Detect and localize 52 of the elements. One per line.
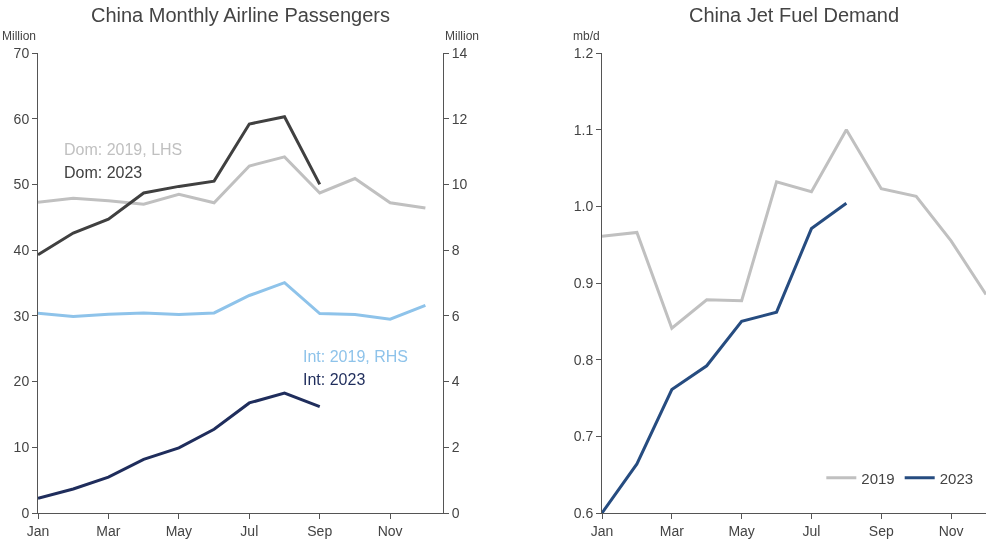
y-tick-label: 1.1 xyxy=(573,121,594,138)
y-tick-label: 50 xyxy=(13,176,30,193)
y-tick-label: 0.7 xyxy=(573,428,594,445)
y-tick-label: 20 xyxy=(13,373,30,390)
y-tick-label: 0.6 xyxy=(573,504,594,521)
y-tick-label: 60 xyxy=(13,110,30,127)
y2-axis-title: Million xyxy=(445,29,480,43)
y2-tick-label: 14 xyxy=(451,44,468,61)
y-tick-label: 0.8 xyxy=(573,351,594,368)
x-tick-label: Jan xyxy=(590,522,614,539)
x-tick-label: Jul xyxy=(802,522,821,539)
series-label: Dom: 2023 xyxy=(64,164,143,181)
y2-tick-label: 2 xyxy=(451,439,460,456)
x-tick-label: May xyxy=(165,522,193,539)
x-tick-label: May xyxy=(728,522,755,539)
text: Int: 2019, RHS xyxy=(303,348,408,365)
y-tick-label: 10 xyxy=(13,439,30,456)
x-tick-label: Sep xyxy=(307,522,333,539)
y-tick-label: 0 xyxy=(21,504,30,521)
x-tick-label: Nov xyxy=(938,522,964,539)
y-tick-label: 30 xyxy=(13,307,30,324)
text: Dom: 2019, LHS xyxy=(64,141,183,158)
line-series xyxy=(38,391,322,500)
chart-title: China Jet Fuel Demand xyxy=(688,4,900,27)
y2-tick-label: 8 xyxy=(451,242,460,259)
y-axis-title: Million xyxy=(2,29,37,43)
y2-tick-label: 4 xyxy=(451,373,460,390)
y2-tick-label: 6 xyxy=(451,307,460,324)
line-series xyxy=(38,115,322,257)
legend-label: 2023 xyxy=(939,469,974,487)
line-series xyxy=(602,201,848,513)
series-label: Int: 2023 xyxy=(303,371,366,388)
line-series xyxy=(38,281,427,321)
x-tick-label: Jan xyxy=(26,522,50,539)
y-tick-label: 40 xyxy=(13,242,30,259)
y-tick-label: 1.0 xyxy=(573,198,594,215)
x-tick-label: Nov xyxy=(377,522,403,539)
y2-tick-label: 0 xyxy=(451,504,460,521)
x-tick-label: Sep xyxy=(868,522,894,539)
y-tick-label: 1.2 xyxy=(573,44,594,61)
legend-label: 2019 xyxy=(861,469,895,487)
x-tick-label: Mar xyxy=(659,522,685,539)
line-series xyxy=(38,155,427,210)
y-tick-label: 0.9 xyxy=(573,274,594,291)
y-axis-title: mb/d xyxy=(573,29,600,43)
x-tick-label: Mar xyxy=(96,522,121,539)
y2-tick-label: 12 xyxy=(451,110,468,127)
y2-tick-label: 10 xyxy=(451,176,468,193)
x-tick-label: Jul xyxy=(240,522,259,539)
chart-title: China Monthly Airline Passengers xyxy=(90,4,391,27)
line-series xyxy=(602,128,986,330)
y-tick-label: 70 xyxy=(13,44,30,61)
